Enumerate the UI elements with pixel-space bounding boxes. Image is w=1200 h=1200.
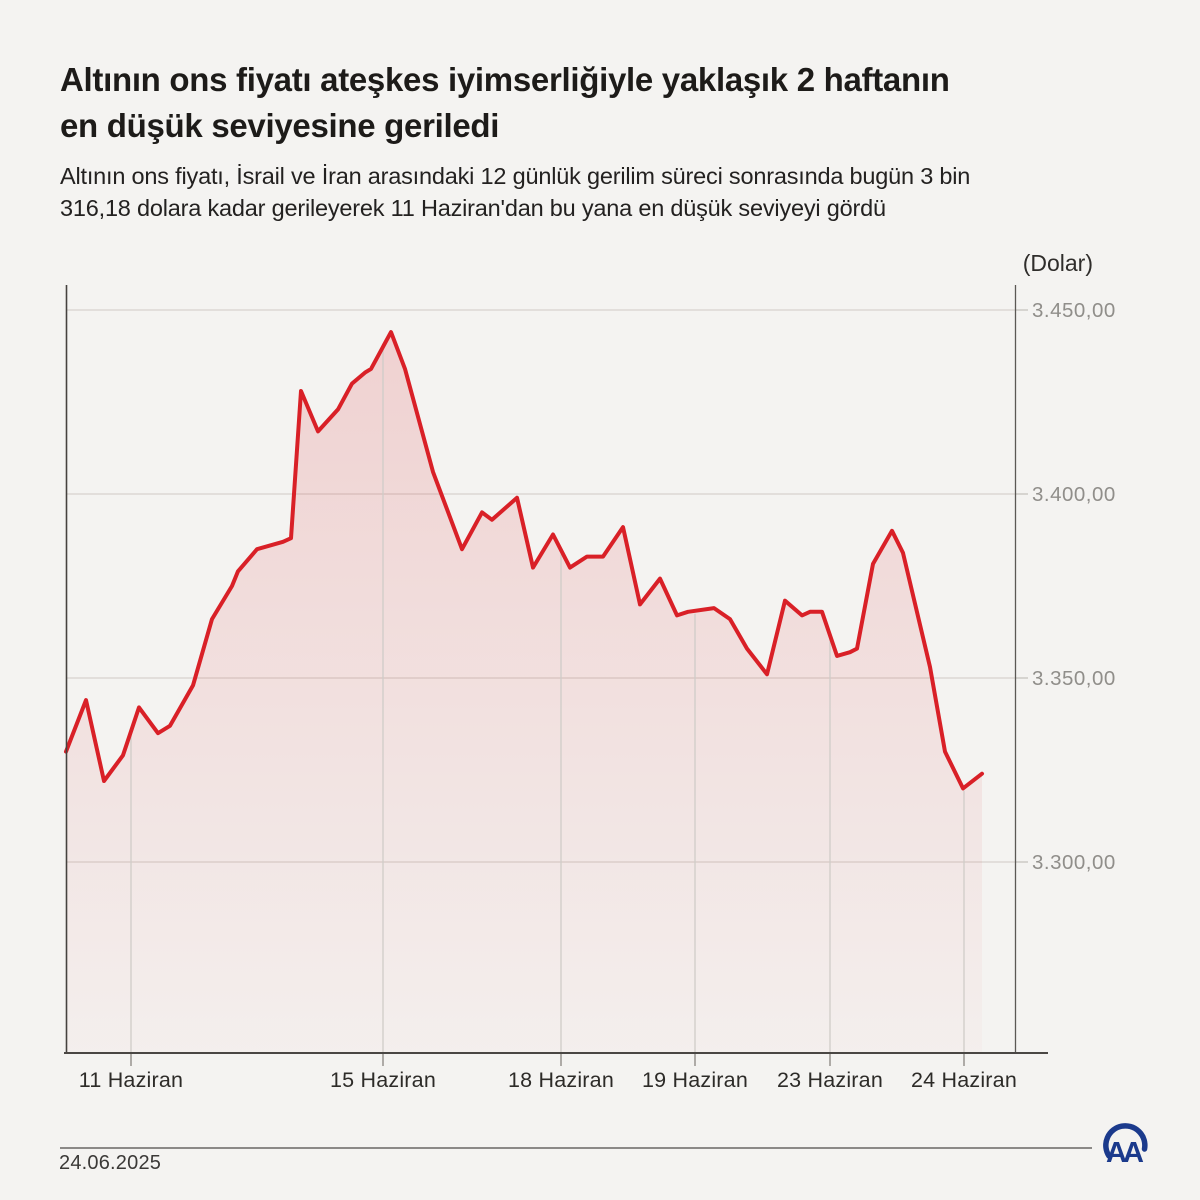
x-tick-label: 24 Haziran: [911, 1068, 1017, 1092]
x-tick-label: 11 Haziran: [79, 1068, 183, 1092]
x-tick-label: 19 Haziran: [642, 1068, 748, 1092]
y-axis-unit-label: (Dolar): [1022, 250, 1093, 276]
aa-logo: AA: [1103, 1123, 1148, 1166]
page-title: Altının ons fiyatı ateşkes iyimserliğiyl…: [60, 57, 950, 149]
price-line: [64, 330, 984, 791]
subtitle-line-2: 316,18 dolara kadar gerileyerek 11 Hazir…: [60, 195, 886, 221]
y-tick-label: 3.350,00: [1032, 667, 1116, 690]
x-tick-label: 18 Haziran: [508, 1068, 614, 1092]
x-tick-label: 23 Haziran: [777, 1068, 883, 1092]
x-tick-label: 15 Haziran: [330, 1068, 436, 1092]
footer-date: 24.06.2025: [59, 1152, 162, 1174]
y-tick-label: 3.400,00: [1032, 483, 1116, 506]
aa-logo-arc: [1103, 1123, 1148, 1159]
area-fill: [66, 332, 982, 1054]
title-line-2: en düşük seviyesine geriledi: [60, 107, 500, 144]
aa-logo-text: AA: [1106, 1137, 1144, 1166]
footer-divider: [60, 1147, 1092, 1149]
page-subtitle: Altının ons fiyatı, İsrail ve İran arası…: [60, 160, 970, 224]
y-tick-label: 3.300,00: [1032, 851, 1116, 874]
y-tick-label: 3.450,00: [1032, 299, 1116, 322]
subtitle-line-1: Altının ons fiyatı, İsrail ve İran arası…: [60, 163, 971, 189]
title-line-1: Altının ons fiyatı ateşkes iyimserliğiyl…: [60, 61, 950, 98]
